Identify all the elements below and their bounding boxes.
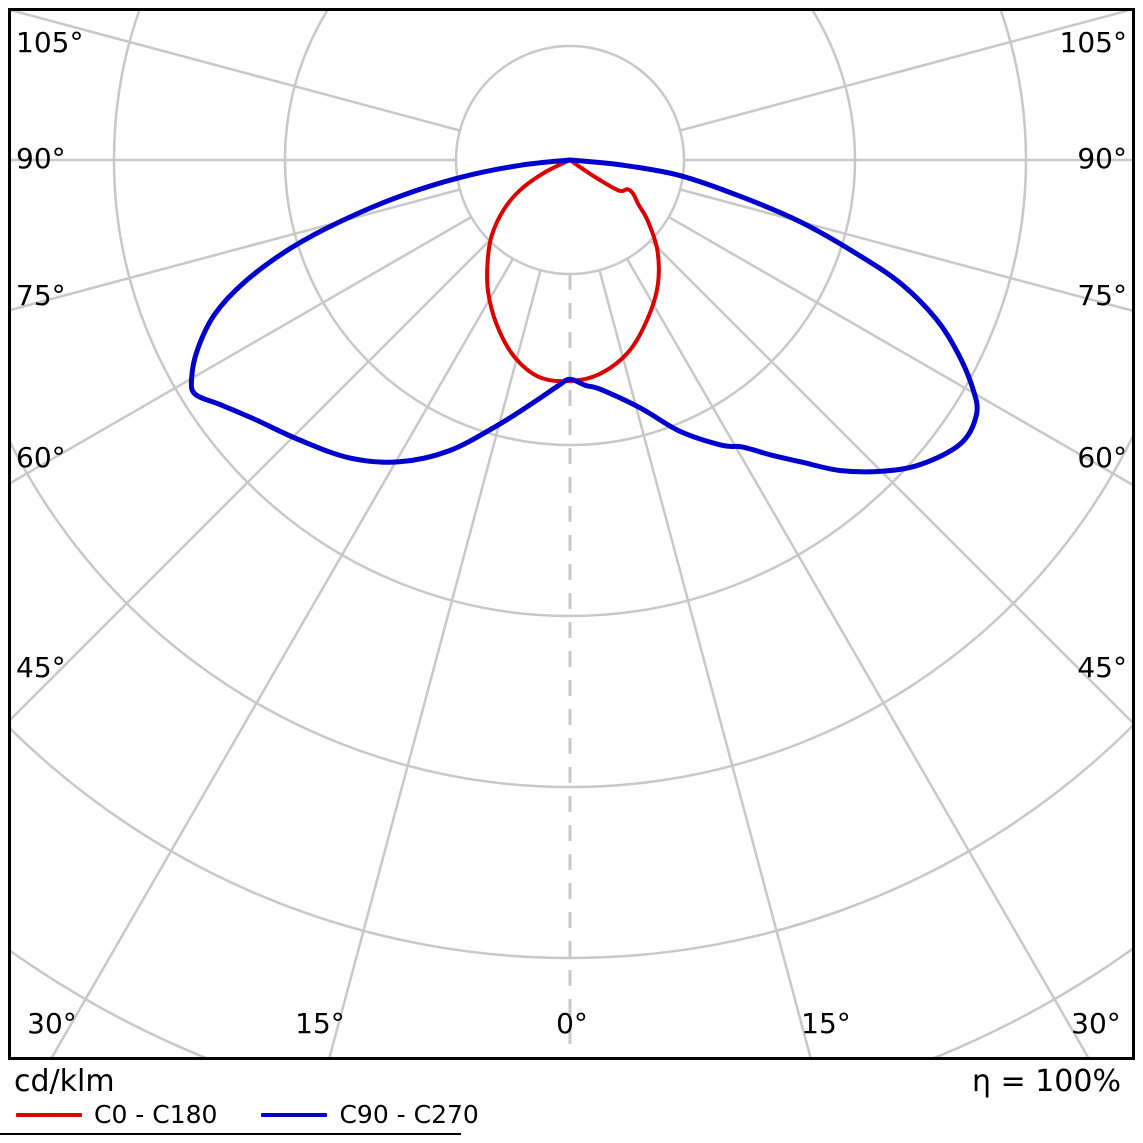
grid-ray (11, 215, 472, 485)
angle-label: 75° (16, 279, 66, 312)
grid-circle (11, 434, 1132, 789)
angle-label: 30° (1071, 1007, 1121, 1040)
efficiency-label: η = 100% (972, 1064, 1121, 1099)
grid-circle (11, 724, 1132, 960)
angle-label: 45° (1077, 651, 1127, 684)
angle-label: 60° (16, 441, 66, 474)
legend-item: C0 - C180 (16, 1100, 217, 1129)
legend-label: C0 - C180 (94, 1100, 218, 1129)
angle-label: 15° (801, 1007, 851, 1040)
angle-label: 60° (1077, 441, 1127, 474)
grid-ray (679, 188, 1132, 312)
legend: C0 - C180 C90 - C270 (16, 1100, 479, 1129)
grid-ray (11, 239, 491, 721)
grid-ray (598, 269, 812, 1057)
grid-ray (11, 11, 461, 132)
angle-label: 90° (16, 142, 66, 175)
plot-border (8, 8, 1135, 1060)
legend-swatch-c90-c270 (261, 1112, 328, 1117)
curve-c90-c270 (188, 157, 980, 475)
grid-ray (649, 239, 1132, 724)
units-label: cd/klm (14, 1064, 115, 1099)
angle-label: 30° (27, 1007, 77, 1040)
angle-label: 45° (16, 651, 66, 684)
angle-label: 0° (556, 1007, 588, 1040)
legend-divider (0, 1133, 461, 1135)
angle-label: 15° (295, 1007, 345, 1040)
grid-ray (50, 258, 515, 1057)
legend-item: C90 - C270 (261, 1100, 479, 1129)
angle-label: 105° (1060, 26, 1127, 59)
grid-ray (11, 188, 461, 312)
angle-label: 90° (1077, 142, 1127, 175)
angle-label: 75° (1077, 279, 1127, 312)
curve-c0-c180 (485, 158, 661, 384)
grid-ray (328, 269, 542, 1057)
grid-ray (679, 11, 1131, 132)
legend-label: C90 - C270 (339, 1100, 479, 1129)
curves (188, 157, 980, 475)
angle-label: 105° (16, 26, 83, 59)
grid-ray (668, 215, 1132, 486)
legend-swatch-c0-c180 (16, 1112, 82, 1117)
